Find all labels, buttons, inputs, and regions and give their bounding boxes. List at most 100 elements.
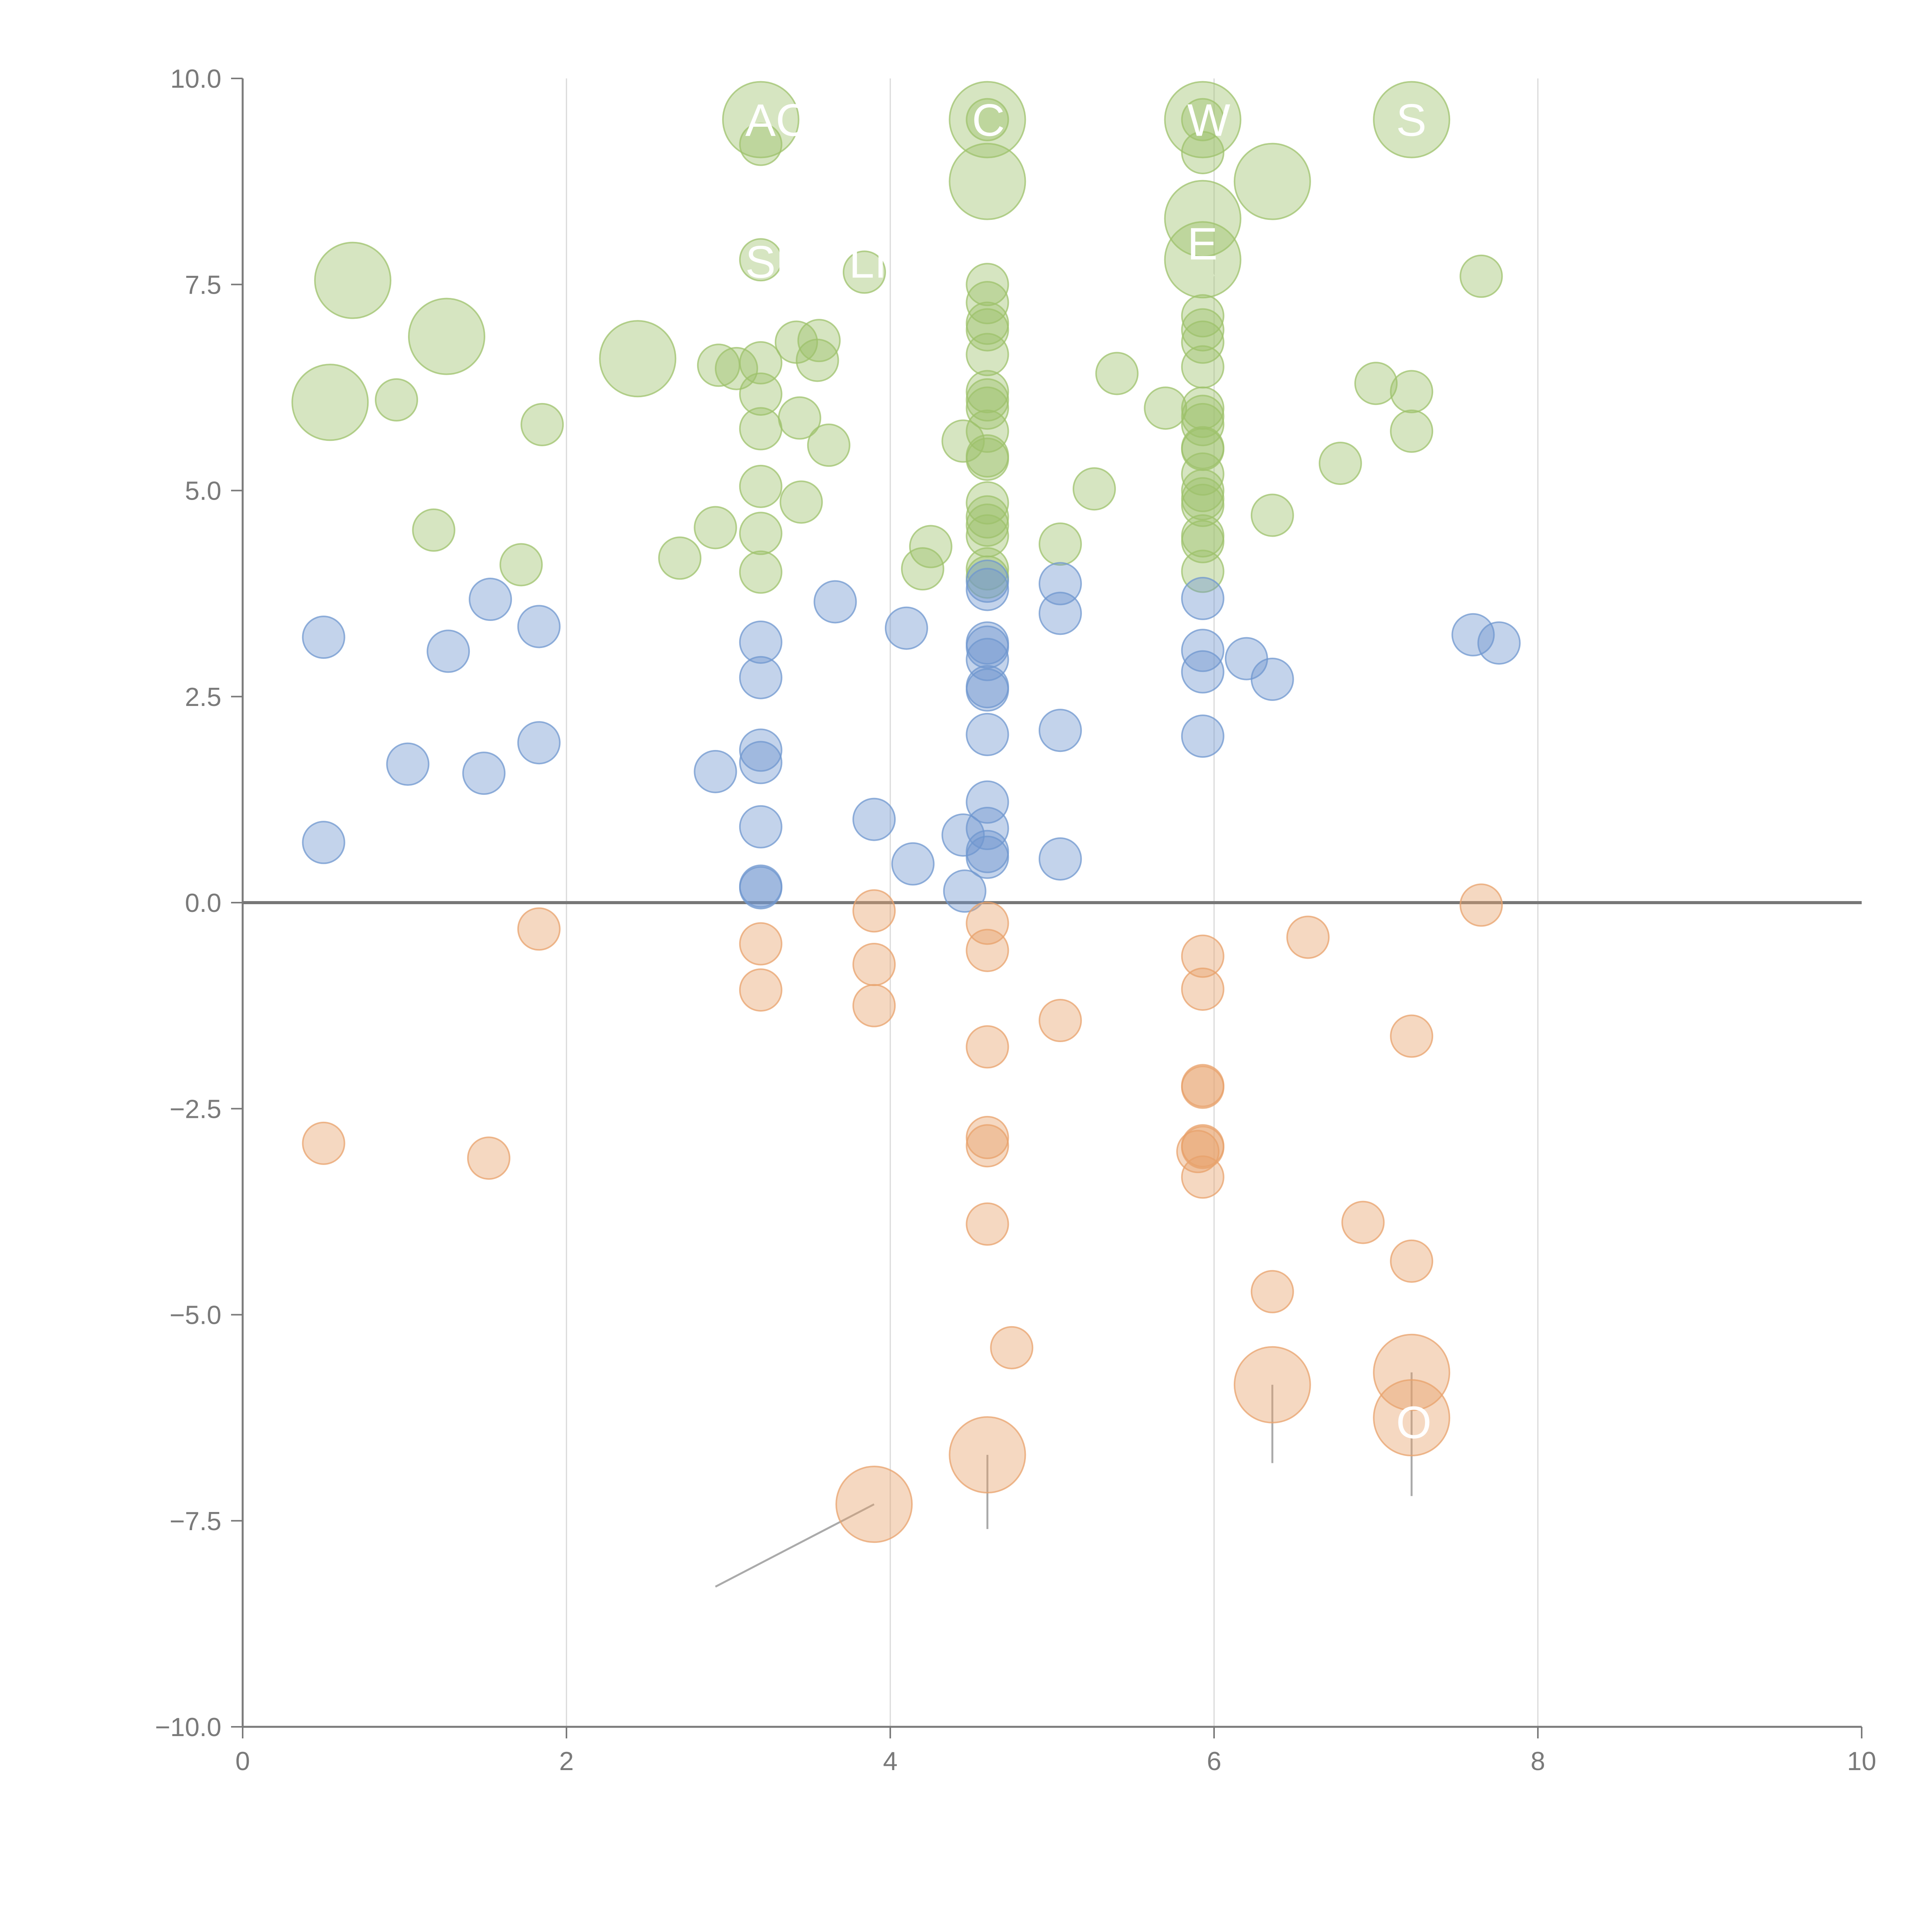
orange-bubble [966,1124,1009,1168]
blue-bubble [739,805,782,849]
green-bubble [1144,386,1187,430]
green-bubble [1181,345,1225,389]
y-tick-label: 5.0 [185,476,221,506]
leader-line [329,401,357,425]
green-bubble [694,506,737,549]
green-bubble [520,403,564,446]
green-bubble [1181,477,1225,520]
blue-bubble [966,668,1009,712]
green-bubble [1250,493,1294,537]
green-bubble [966,437,1009,481]
green-bubble [1095,352,1139,395]
blue-bubble [943,869,986,913]
orange-bubble [1181,934,1225,978]
green-bubble [796,338,839,382]
orange-bubble [739,922,782,966]
blue-bubble [427,629,470,673]
green-bubble [1181,308,1225,352]
y-tick-label: 0.0 [185,888,221,918]
green-bubble [1181,514,1225,558]
bubble-annotation: C [972,95,1005,146]
leader-line [1271,152,1277,182]
blue-bubble [966,713,1009,756]
bubble-annotation: LI [849,237,887,288]
green-bubble [1373,81,1451,158]
green-bubble [1164,81,1242,158]
y-tick-label: −10.0 [155,1713,221,1742]
green-bubble [1181,98,1225,141]
blue-bubble [891,842,935,886]
y-tick-label: 10.0 [170,64,221,94]
blue-bubble [941,813,985,857]
green-bubble [1354,362,1398,405]
orange-bubble [852,942,896,986]
orange-bubble [1181,1065,1225,1109]
green-bubble [909,525,952,568]
green-bubble [1459,254,1503,298]
green-bubble [599,320,677,398]
green-bubble [658,536,702,580]
blue-bubble [884,606,928,650]
orange-bubble [302,1121,345,1165]
blue-bubble [1038,837,1082,881]
orange-bubble [966,1202,1009,1246]
green-bubble [739,407,782,451]
green-bubble [966,98,1009,141]
blue-bubble [739,741,782,784]
y-tick-label: −2.5 [170,1094,221,1124]
x-tick-label: 10 [1847,1747,1876,1776]
green-bubble [739,512,782,555]
orange-bubble [966,901,1009,945]
blue-bubble [462,752,506,795]
green-bubble [739,122,782,166]
x-tick-label: 4 [883,1747,898,1776]
green-bubble [1390,370,1434,413]
x-tick-label: 6 [1207,1747,1221,1776]
green-bubble [966,333,1009,376]
green-bubble [1181,294,1225,338]
blue-bubble [739,728,782,772]
blue-bubble [469,578,512,621]
orange-bubble [739,968,782,1012]
orange-bubble [1459,883,1503,927]
green-bubble [949,81,1026,158]
green-bubble [739,238,782,282]
green-bubble [375,378,418,422]
orange-bubble [949,1416,1026,1494]
green-bubble [797,319,841,362]
blue-bubble [739,866,782,910]
blue-bubble [966,835,1009,879]
orange-bubble [467,1136,510,1180]
blue-bubble [1038,709,1082,752]
green-bubble [966,481,1009,525]
y-tick-label: −5.0 [170,1301,221,1330]
green-bubble [1164,180,1242,257]
bubble-annotation: W [1187,95,1230,146]
bubble-annotation: O [1396,1397,1432,1448]
green-bubble [739,341,782,384]
green-bubble [408,298,485,375]
green-bubble [314,242,391,319]
green-bubble [901,547,944,591]
orange-bubble [1390,1239,1434,1283]
x-tick-label: 8 [1531,1747,1545,1776]
blue-bubble [1181,577,1225,620]
green-bubble [1181,483,1225,527]
blue-bubble [966,568,1009,611]
green-bubble [966,263,1009,306]
orange-bubble [966,929,1009,972]
bubble-annotation: S [1396,95,1427,146]
orange-bubble [1250,1270,1294,1313]
blue-bubble [1038,592,1082,635]
green-bubble [1390,409,1434,453]
leader-line [1202,259,1215,277]
orange-bubble [1038,999,1082,1043]
blue-bubble [813,580,857,624]
blue-bubble [1181,714,1225,758]
tick-labels: 0 2 4 6 8 10 10.0 7.5 5.0 2.5 0.0 −2.5 −5.0 −7.5 −10.0 [155,64,1876,1776]
orange-bubble [517,907,561,951]
green-bubble [778,396,821,440]
green-bubble [966,386,1009,430]
green-bubble [1181,403,1225,446]
